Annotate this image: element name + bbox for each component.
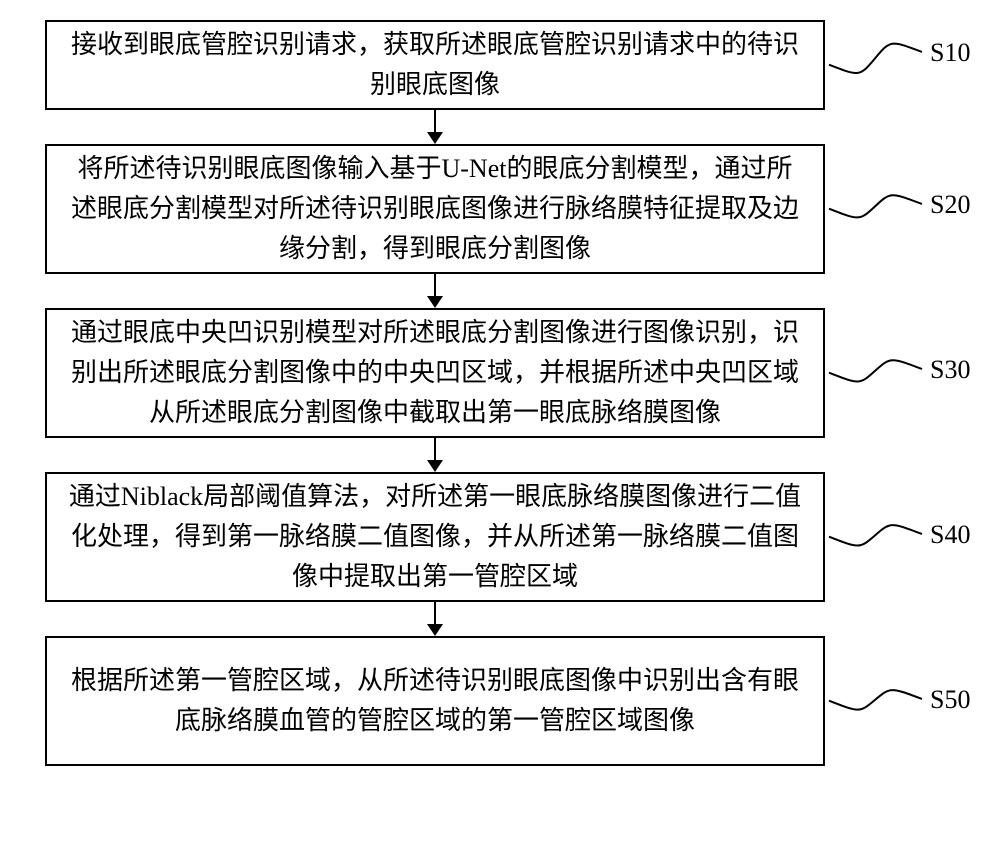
flow-arrow (419, 274, 451, 308)
step-connector-tilde (825, 679, 926, 721)
flowchart-canvas: 接收到眼底管腔识别请求，获取所述眼底管腔识别请求中的待识别眼底图像 S10 将所述待… (0, 0, 1000, 845)
flow-step-label-s30: S30 (930, 355, 970, 385)
flow-step-label-s50: S50 (930, 685, 970, 715)
step-connector-tilde (825, 32, 926, 85)
flow-step-s40: 通过Niblack局部阈值算法，对所述第一眼底脉络膜图像进行二值化处理，得到第一… (45, 472, 825, 602)
flow-arrow (419, 602, 451, 636)
flow-step-s20: 将所述待识别眼底图像输入基于U-Net的眼底分割模型，通过所述眼底分割模型对所述… (45, 144, 825, 274)
flow-arrow (419, 110, 451, 144)
step-connector-tilde (825, 184, 926, 229)
flow-step-text: 根据所述第一管腔区域，从所述待识别眼底图像中识别出含有眼底脉络膜血管的管腔区域的… (65, 661, 805, 742)
flow-step-s50: 根据所述第一管腔区域，从所述待识别眼底图像中识别出含有眼底脉络膜血管的管腔区域的… (45, 636, 825, 766)
flow-step-text: 将所述待识别眼底图像输入基于U-Net的眼底分割模型，通过所述眼底分割模型对所述… (65, 149, 805, 270)
flow-step-label-s40: S40 (930, 520, 970, 550)
flow-step-s30: 通过眼底中央凹识别模型对所述眼底分割图像进行图像识别，识别出所述眼底分割图像中的… (45, 308, 825, 438)
step-connector-tilde (825, 514, 926, 557)
flow-step-label-s10: S10 (930, 38, 970, 68)
flow-step-text: 通过Niblack局部阈值算法，对所述第一眼底脉络膜图像进行二值化处理，得到第一… (65, 477, 805, 598)
flow-step-label-s20: S20 (930, 190, 970, 220)
flow-step-s10: 接收到眼底管腔识别请求，获取所述眼底管腔识别请求中的待识别眼底图像 (45, 20, 825, 110)
flow-step-text: 接收到眼底管腔识别请求，获取所述眼底管腔识别请求中的待识别眼底图像 (65, 25, 805, 106)
step-connector-tilde (825, 349, 926, 393)
flow-arrow (419, 438, 451, 472)
flow-step-text: 通过眼底中央凹识别模型对所述眼底分割图像进行图像识别，识别出所述眼底分割图像中的… (65, 313, 805, 434)
